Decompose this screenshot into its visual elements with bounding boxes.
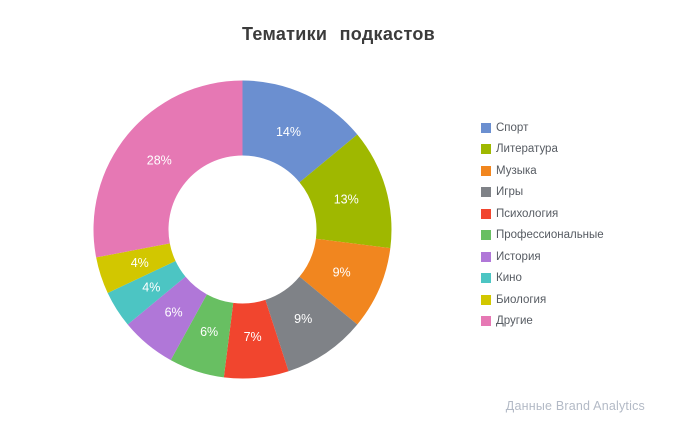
legend-item: Психология [481, 203, 604, 225]
legend-swatch-icon [481, 294, 491, 305]
pie-slice-8 [107, 261, 186, 325]
legend-item: Профессиональные [481, 225, 604, 247]
pie-slice-2 [299, 134, 392, 249]
pie-slice-1 [242, 80, 358, 183]
legend-item: Биология [481, 289, 604, 311]
legend-item: Кино [481, 268, 604, 290]
legend-item: Музыка [481, 160, 604, 182]
legend-label: Музыка [496, 164, 537, 177]
pie-slice-4 [265, 276, 358, 372]
legend-swatch-icon [481, 165, 491, 176]
pie-slice-3 [299, 238, 391, 325]
legend-swatch-icon [481, 230, 491, 241]
legend-item: Другие [481, 311, 604, 333]
chart-title: Тематики подкастов [241, 24, 436, 44]
legend-label: Профессиональные [496, 229, 604, 242]
legend-label: Биология [496, 293, 547, 306]
slice-percent-label: 4% [142, 280, 160, 294]
legend-swatch-icon [481, 251, 491, 262]
legend-swatch-icon [481, 273, 491, 284]
legend-swatch-icon [481, 316, 491, 327]
legend-label: История [496, 250, 541, 263]
legend-swatch-icon [481, 122, 491, 133]
donut-chart: 14% 13% 9% 9% 7% 6% 6% 4% 4% 28% [92, 79, 393, 380]
legend-swatch-icon [481, 187, 491, 198]
legend-swatch-icon [481, 144, 491, 155]
slice-percent-label: 9% [294, 312, 312, 326]
legend-item: Спорт [481, 117, 604, 139]
pie-slice-5 [223, 299, 289, 379]
slice-percent-label: 4% [131, 256, 149, 270]
slice-percent-label: 9% [333, 265, 351, 279]
slice-percent-label: 6% [200, 325, 218, 339]
slice-percent-label: 14% [276, 125, 301, 139]
legend-label: Игры [496, 186, 524, 199]
legend-swatch-icon [481, 208, 491, 219]
attribution-text: Данные Brand Analytics [505, 399, 645, 413]
slice-percent-label: 6% [165, 306, 183, 320]
legend-label: Другие [496, 315, 533, 328]
legend-item: История [481, 246, 604, 268]
pie-slice-7 [127, 276, 207, 361]
slice-percent-label: 28% [147, 154, 172, 168]
legend: Спорт Литература Музыка Игры Психология Профе… [481, 117, 604, 332]
pie-slice-9 [96, 243, 176, 293]
pie-slice-6 [170, 294, 234, 378]
donut-svg: 14% 13% 9% 9% 7% 6% 6% 4% 4% 28% [93, 80, 392, 379]
legend-label: Спорт [496, 121, 529, 134]
slice-percent-label: 13% [334, 192, 359, 206]
legend-label: Кино [496, 272, 522, 285]
slice-percent-label: 7% [244, 330, 262, 344]
pie-slice-10 [93, 80, 243, 258]
legend-item: Литература [481, 139, 604, 161]
legend-label: Литература [496, 143, 558, 156]
legend-label: Психология [496, 207, 559, 220]
legend-item: Игры [481, 182, 604, 204]
